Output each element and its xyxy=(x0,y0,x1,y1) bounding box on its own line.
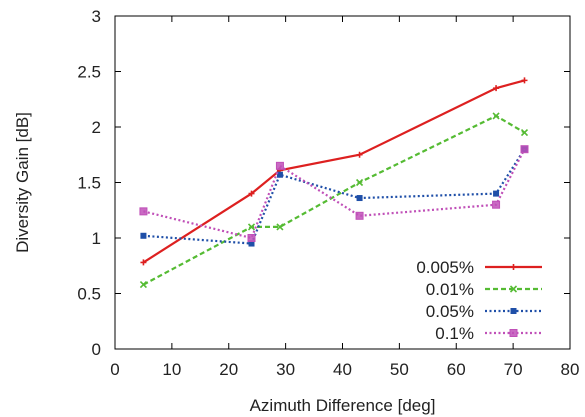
y-axis-title: Diversity Gain [dB] xyxy=(13,112,32,253)
point-marker xyxy=(493,85,500,92)
legend-item: 0.01% xyxy=(426,280,542,299)
point-marker xyxy=(521,77,528,84)
point-marker xyxy=(510,264,517,270)
legend-item: 0.05% xyxy=(426,302,542,321)
point-marker xyxy=(247,223,256,231)
series-line xyxy=(142,79,525,264)
series-line xyxy=(143,148,526,245)
axis-ticks xyxy=(114,15,571,350)
legend-item: 0.1% xyxy=(435,324,542,343)
point-marker xyxy=(509,329,518,337)
x-tick-label: 60 xyxy=(447,360,466,379)
axis-tick-labels: 0 10 20 30 40 50 60 70 80 0 0.5 1 1.5 2 2.5 3 xyxy=(77,7,579,379)
point-marker xyxy=(276,171,283,178)
series-layer xyxy=(139,77,529,289)
legend-label: 0.1% xyxy=(435,324,474,343)
point-marker xyxy=(356,151,363,158)
point-marker xyxy=(492,112,500,120)
point-marker xyxy=(139,281,148,289)
y-tick-label: 1 xyxy=(92,229,101,248)
x-tick-label: 0 xyxy=(110,360,119,379)
x-tick-label: 50 xyxy=(390,360,409,379)
series-0.1% xyxy=(139,145,529,242)
plot-frame xyxy=(114,15,571,350)
legend-label: 0.01% xyxy=(426,280,474,299)
series-line xyxy=(143,148,526,240)
point-marker xyxy=(355,178,364,187)
series-0.01% xyxy=(139,112,529,289)
point-marker xyxy=(276,223,284,231)
legend-label: 0.005% xyxy=(416,258,474,277)
point-marker xyxy=(493,190,500,197)
point-marker xyxy=(510,308,517,314)
y-tick-label: 1.5 xyxy=(77,174,101,193)
point-marker xyxy=(355,211,364,220)
y-tick-label: 2 xyxy=(92,118,101,137)
point-marker xyxy=(248,240,255,247)
y-tick-label: 3 xyxy=(92,7,101,26)
point-marker xyxy=(509,285,518,293)
x-tick-label: 30 xyxy=(276,360,295,379)
y-tick-label: 2.5 xyxy=(77,63,101,82)
y-tick-label: 0 xyxy=(92,340,101,359)
series-0.005% xyxy=(140,77,528,266)
x-tick-label: 40 xyxy=(333,360,352,379)
point-marker xyxy=(520,145,529,154)
x-tick-label: 20 xyxy=(219,360,238,379)
point-marker xyxy=(140,232,147,239)
point-marker xyxy=(492,200,501,209)
x-axis-title: Azimuth Difference [deg] xyxy=(250,396,436,415)
x-tick-label: 80 xyxy=(561,360,580,379)
point-marker xyxy=(140,259,147,266)
legend-item: 0.005% xyxy=(416,258,542,277)
x-tick-label: 70 xyxy=(504,360,523,379)
point-marker xyxy=(275,161,284,170)
legend-label: 0.05% xyxy=(426,302,474,321)
point-marker xyxy=(247,234,256,242)
x-tick-label: 10 xyxy=(162,360,181,379)
series-0.05% xyxy=(140,146,528,247)
series-line xyxy=(142,114,526,286)
y-tick-label: 0.5 xyxy=(77,285,101,304)
point-marker xyxy=(356,195,363,202)
legend: 0.005% 0.01% 0.05% 0.1% xyxy=(416,258,542,343)
point-marker xyxy=(520,128,529,137)
point-marker xyxy=(248,190,255,197)
point-marker xyxy=(139,207,148,216)
